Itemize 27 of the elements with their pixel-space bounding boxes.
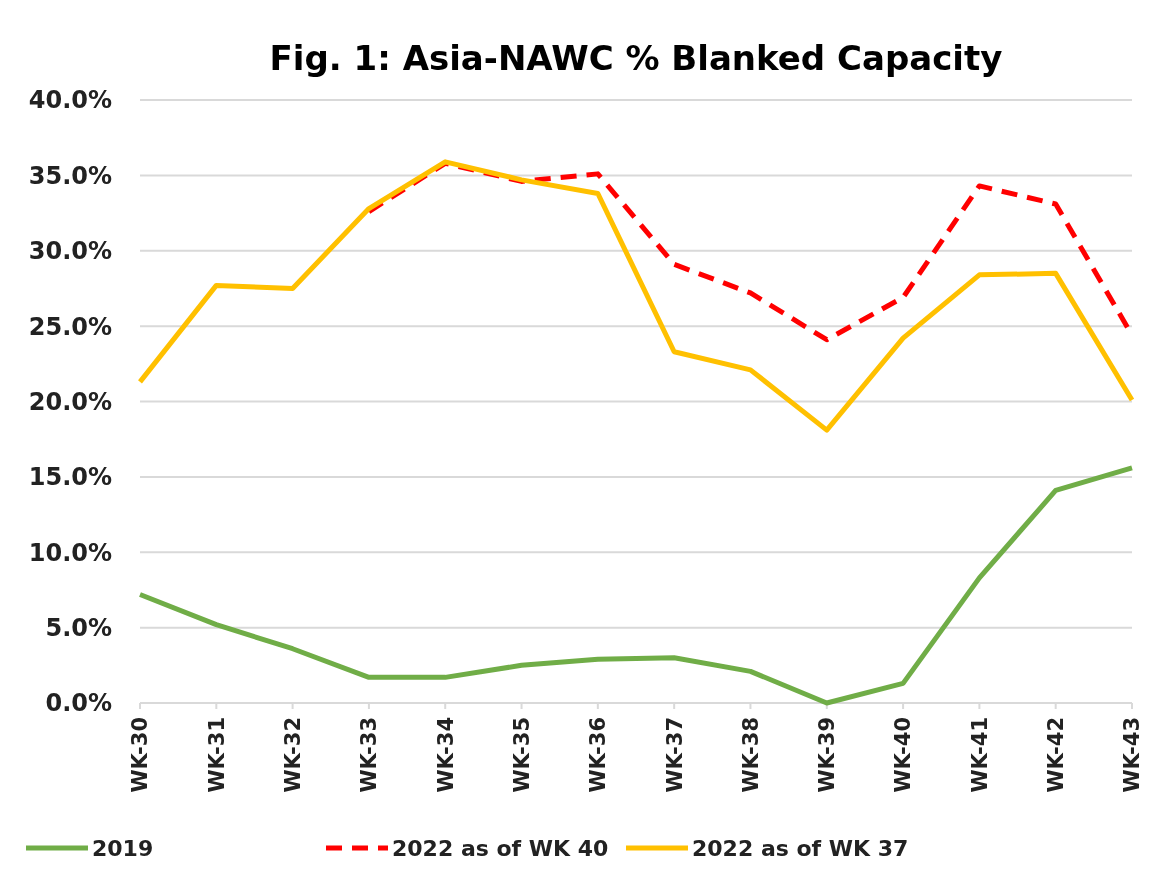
x-tick-label: WK-30 bbox=[128, 717, 153, 793]
y-tick-label: 10.0% bbox=[28, 538, 112, 567]
x-tick-label: WK-33 bbox=[357, 717, 382, 793]
chart-title: Fig. 1: Asia-NAWC % Blanked Capacity bbox=[269, 38, 1003, 78]
legend-label: 2022 as of WK 40 bbox=[392, 835, 609, 861]
y-tick-label: 15.0% bbox=[28, 463, 112, 492]
x-tick-label: WK-37 bbox=[662, 717, 687, 793]
x-tick-label: WK-38 bbox=[738, 717, 763, 793]
legend-label: 2022 as of WK 37 bbox=[692, 835, 909, 861]
x-tick-label: WK-32 bbox=[280, 717, 305, 793]
x-tick-label: WK-42 bbox=[1044, 717, 1069, 793]
legend-label: 2019 bbox=[92, 835, 154, 861]
x-tick-label: WK-31 bbox=[204, 717, 229, 793]
x-tick-label: WK-43 bbox=[1120, 717, 1145, 793]
y-tick-label: 5.0% bbox=[45, 614, 112, 643]
y-tick-label: 20.0% bbox=[28, 387, 112, 416]
y-tick-label: 25.0% bbox=[28, 312, 112, 341]
y-tick-label: 35.0% bbox=[28, 161, 112, 190]
x-tick-label: WK-40 bbox=[891, 717, 916, 793]
x-tick-label: WK-41 bbox=[967, 717, 992, 793]
y-tick-label: 40.0% bbox=[28, 86, 112, 115]
x-tick-label: WK-34 bbox=[433, 717, 458, 793]
x-tick-label: WK-36 bbox=[586, 717, 611, 793]
x-tick-label: WK-39 bbox=[815, 717, 840, 793]
y-tick-label: 0.0% bbox=[45, 689, 112, 718]
x-tick-label: WK-35 bbox=[509, 717, 534, 793]
y-tick-label: 30.0% bbox=[28, 237, 112, 266]
